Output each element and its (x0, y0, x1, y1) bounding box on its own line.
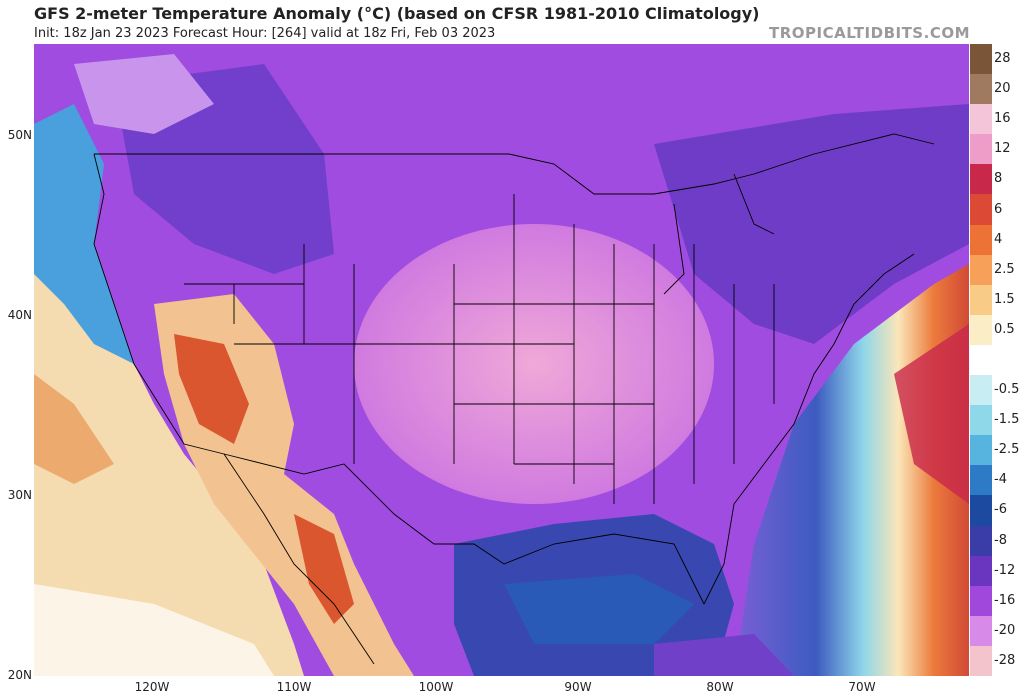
colorbar-label: -16 (994, 592, 1016, 608)
lon-tick-70w: 70W (848, 680, 876, 694)
lon-tick-100w: 100W (418, 680, 454, 694)
colorbar-label: 1.5 (994, 291, 1015, 307)
lon-tick-110w: 110W (276, 680, 312, 694)
colorbar-swatch (970, 104, 992, 135)
site-watermark: TROPICALTIDBITS.COM (769, 24, 970, 42)
great-lakes-outline (663, 173, 775, 295)
colorbar-label: -12 (994, 562, 1016, 578)
colorbar-label: -20 (994, 622, 1016, 638)
colorbar-label: 16 (994, 111, 1011, 127)
anomaly-map (34, 44, 969, 676)
us-canada-border (94, 133, 935, 195)
colorbar-swatch (970, 615, 992, 647)
mexico-hot-patch (294, 514, 354, 624)
chart-title: GFS 2-meter Temperature Anomaly (°C) (ba… (34, 4, 760, 23)
colorbar-label: -8 (994, 532, 1007, 548)
colorbar-swatch (970, 44, 992, 75)
state-borders (184, 194, 775, 504)
pacific-orange-patch (34, 374, 114, 484)
chart-subtitle: Init: 18z Jan 23 2023 Forecast Hour: [26… (34, 26, 496, 41)
colorbar-swatch (970, 555, 992, 587)
lon-tick-120w: 120W (134, 680, 170, 694)
colorbar-label: -4 (994, 472, 1007, 488)
colorbar-label: -6 (994, 502, 1007, 518)
colorbar-swatch (970, 585, 992, 617)
colorbar-label: -2.5 (994, 442, 1020, 458)
colorbar-label: 4 (994, 231, 1003, 247)
colorbar-swatch (970, 435, 992, 466)
great-basin-hot-patch (174, 334, 249, 444)
colorbar-swatch (970, 525, 992, 557)
northeast-cold-area (654, 104, 969, 344)
colorbar-swatch (970, 495, 992, 527)
us-east-coast (703, 253, 915, 605)
lat-tick-20n: 20N (7, 668, 32, 682)
colorbar-swatch (970, 254, 992, 286)
colorbar-label: -0.5 (994, 382, 1020, 398)
colorbar-swatch (970, 405, 992, 436)
atlantic-hot-core (894, 324, 969, 504)
colorbar-swatch (970, 74, 992, 105)
central-us-warm-area (354, 224, 714, 504)
caribbean-area (654, 634, 794, 676)
colorbar-label: 0.5 (994, 321, 1015, 337)
political-borders (93, 133, 935, 665)
us-coastline (93, 153, 705, 605)
colorbar-swatch (970, 465, 992, 496)
lat-tick-50n: 50N (7, 128, 32, 142)
colorbar-swatch (970, 375, 992, 406)
lon-tick-80w: 80W (706, 680, 734, 694)
colorbar-label: 2.5 (994, 261, 1015, 277)
lat-tick-30n: 30N (7, 488, 32, 502)
colorbar-label: 20 (994, 81, 1011, 97)
colorbar-label: 6 (994, 201, 1003, 217)
colorbar-swatch (970, 134, 992, 165)
map-canvas (34, 44, 969, 676)
lat-tick-40n: 40N (7, 308, 32, 322)
pacific-nw-cool-area (34, 104, 134, 364)
colorbar-swatch (970, 284, 992, 316)
pacific-neutral-area (34, 584, 274, 676)
colorbar-swatch (970, 314, 992, 346)
baja-mexico-border (223, 453, 375, 665)
colorbar-legend: 28 20 16 12 8 6 4 2.5 1.5 0.5 -0.5 -1.5 -2.5 -4 -6 -8 -1… (970, 44, 1024, 677)
colorbar-label: 12 (994, 141, 1011, 157)
colorbar-swatch (970, 164, 992, 195)
colorbar-swatch (970, 645, 992, 677)
colorbar-label: 8 (994, 171, 1003, 187)
lon-tick-90w: 90W (564, 680, 592, 694)
colorbar-swatch (970, 194, 992, 226)
colorbar-label: -1.5 (994, 412, 1020, 428)
colorbar-label: -28 (994, 652, 1016, 668)
canada-light-area (74, 54, 214, 134)
colorbar-swatch (970, 224, 992, 256)
pacific-warm-area (34, 264, 304, 676)
colorbar-swatch (970, 344, 992, 376)
gulf-core-area (504, 574, 694, 644)
colorbar-label: 28 (994, 51, 1011, 67)
